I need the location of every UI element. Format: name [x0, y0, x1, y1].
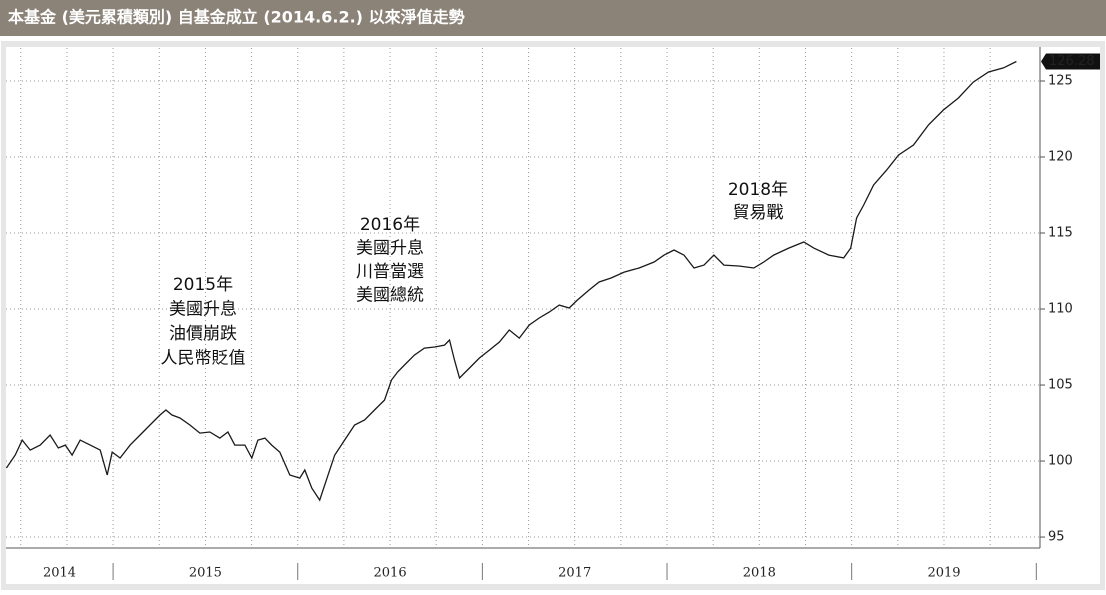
y-tick-label: 100 [1048, 454, 1073, 469]
annotation: 2016年 [360, 215, 420, 235]
annotation: 美國升息 [356, 239, 424, 259]
annotation: 貿易戰 [733, 203, 784, 223]
panel [6, 47, 1100, 584]
annotation: 美國總統 [356, 286, 424, 306]
x-tick-label: 2017 [558, 566, 591, 581]
annotation: 2015年 [173, 275, 233, 295]
y-tick-label: 95 [1048, 530, 1065, 545]
y-tick-label: 110 [1048, 302, 1073, 317]
last-value-label: 126.28 [1049, 54, 1095, 69]
line [5, 60, 1017, 502]
x-tick-label: 2018 [743, 566, 776, 581]
x-tick-label: 2014 [43, 566, 76, 581]
y-tick-label: 115 [1048, 226, 1073, 241]
annotation: 人民幣貶值 [161, 349, 246, 369]
x-tick-label: 2016 [374, 566, 407, 581]
x-tick-label: 2015 [189, 566, 222, 581]
last-value-box [1041, 53, 1100, 70]
annotation: 川普當選 [356, 262, 424, 282]
annotation: 油價崩跌 [169, 324, 237, 344]
header-bar [0, 0, 1106, 36]
annotation: 2018年 [728, 180, 788, 200]
annotation: 美國升息 [169, 300, 237, 320]
y-tick-label: 125 [1048, 73, 1073, 88]
x-tick-label: 2019 [927, 566, 960, 581]
y-tick-label: 105 [1048, 378, 1073, 393]
chart-title: 本基金 (美元累積類別) 自基金成立 (2014.6.2.) 以來淨值走勢 [8, 8, 465, 27]
y-tick-label: 120 [1048, 149, 1073, 164]
